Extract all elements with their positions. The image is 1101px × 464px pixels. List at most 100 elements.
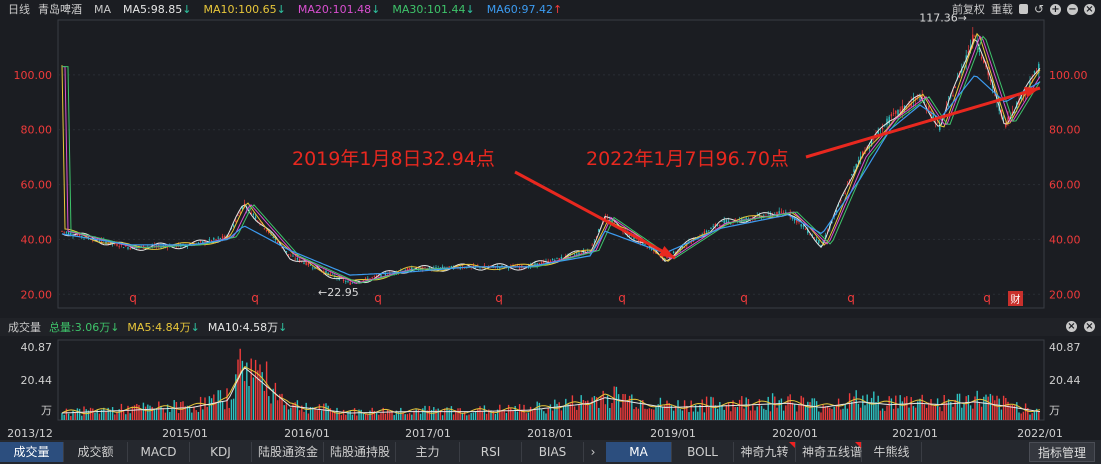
candle-body <box>844 193 846 194</box>
ma60-line <box>61 75 1041 276</box>
volume-bar <box>279 394 281 420</box>
volume-bar <box>224 409 226 420</box>
candle-body <box>153 244 156 247</box>
candle-body <box>604 215 607 220</box>
volume-bar <box>719 402 721 420</box>
volume-bar <box>798 404 800 420</box>
volume-bar <box>184 406 186 420</box>
candle-body <box>204 241 206 244</box>
volume-bar <box>283 405 285 420</box>
volume-bar <box>624 394 626 420</box>
price-tick-label-right: 80.00 <box>1049 124 1081 137</box>
volume-bar <box>653 409 655 420</box>
reload-button[interactable]: 重载 <box>990 3 1013 16</box>
arrow-down-icon: ↓ <box>278 321 288 334</box>
zoom-out-icon[interactable]: − <box>1067 3 1078 15</box>
tab-bull-bear-line[interactable]: 牛熊线 <box>862 442 922 462</box>
tab-bias[interactable]: BIAS <box>522 442 584 462</box>
candle-body <box>606 217 609 219</box>
volume-bar <box>941 411 943 420</box>
candle-body <box>507 267 510 269</box>
candle-body <box>591 244 593 246</box>
volume-bar <box>600 395 602 420</box>
volume-bar <box>1027 407 1029 420</box>
candle-body <box>859 156 862 160</box>
volume-bar <box>598 407 600 420</box>
volume-bar <box>952 406 954 420</box>
volume-bar <box>466 415 468 420</box>
tab-hk-connect-holdings[interactable]: 陆股通持股 <box>324 442 396 462</box>
candle-body <box>257 220 259 222</box>
candle-body <box>708 230 710 232</box>
candle-body <box>351 282 354 284</box>
volume-bar <box>853 396 855 420</box>
header-tools: 前复权 重载 ↺ + − × <box>952 0 1095 18</box>
lock-icon[interactable] <box>1018 4 1028 14</box>
annotation-arrow-current <box>805 86 1041 159</box>
tab-ma[interactable]: MA <box>606 442 672 462</box>
candle-body <box>820 244 822 246</box>
volume-bar <box>349 410 351 420</box>
volume-bar <box>741 396 743 420</box>
volume-bar <box>327 405 329 420</box>
volume-bar <box>736 406 739 420</box>
volume-settings-icon[interactable]: × <box>1084 321 1095 332</box>
zoom-in-icon[interactable]: + <box>1050 3 1061 15</box>
volume-bar <box>505 413 508 420</box>
volume-bar <box>292 404 294 420</box>
volume-bar <box>972 408 974 420</box>
volume-bar-group <box>61 348 1040 420</box>
candle-body <box>690 241 692 244</box>
candle-body <box>294 258 296 260</box>
candle-body <box>127 247 129 249</box>
tab-magic-five-lines[interactable]: 神奇五线谱 <box>796 442 862 462</box>
tab-volume[interactable]: 成交量 <box>0 442 64 462</box>
tab-kdj[interactable]: KDJ <box>190 442 252 462</box>
tab-turnover[interactable]: 成交额 <box>64 442 128 462</box>
volume-bar <box>65 408 68 420</box>
volume-bar <box>503 410 505 420</box>
volume-bar <box>609 408 611 420</box>
volume-bar <box>622 393 624 420</box>
volume-close-icon[interactable]: × <box>1066 321 1077 332</box>
volume-bar <box>61 412 63 420</box>
candle-body <box>232 225 235 227</box>
tab-main-force[interactable]: 主力 <box>396 442 460 462</box>
volume-bar <box>567 403 569 420</box>
candle-body <box>642 242 644 245</box>
candle-body <box>309 264 312 266</box>
q-marker: q <box>847 291 855 305</box>
volume-bar <box>809 402 811 420</box>
candle-body <box>815 239 818 241</box>
candle-body <box>888 116 890 124</box>
candle-body <box>323 271 325 273</box>
period-label[interactable]: 日线 <box>8 3 30 16</box>
volume-bar <box>672 410 675 420</box>
candle-body <box>683 247 686 248</box>
volume-bar <box>164 412 167 420</box>
volume-bar <box>499 404 501 420</box>
adjust-rights-button[interactable]: 前复权 <box>951 3 985 16</box>
close-icon[interactable]: × <box>1084 3 1095 15</box>
volume-bar <box>804 405 807 420</box>
chevron-right-icon[interactable]: › <box>590 445 596 459</box>
volume-bar <box>1009 405 1011 420</box>
volume-bar <box>215 401 217 420</box>
volume-bar <box>287 409 290 420</box>
volume-bar <box>501 410 503 420</box>
tab-macd[interactable]: MACD <box>128 442 190 462</box>
volume-bar <box>747 399 750 420</box>
tab-hk-connect-funds[interactable]: 陆股通资金 <box>252 442 324 462</box>
indicator-manage-button[interactable]: 指标管理 <box>1028 442 1095 462</box>
candle-body <box>972 34 974 44</box>
tab-magic-nine[interactable]: 神奇九转 <box>734 442 796 462</box>
undo-icon[interactable]: ↺ <box>1033 2 1044 16</box>
volume-bar <box>591 397 593 420</box>
volume-tick-label-left: 20.44 <box>21 374 53 387</box>
tab-rsi[interactable]: RSI <box>460 442 522 462</box>
volume-bar <box>710 396 712 420</box>
candle-body <box>349 282 351 285</box>
volume-bar <box>774 396 776 420</box>
candle-body <box>384 273 387 276</box>
tab-boll[interactable]: BOLL <box>672 442 734 462</box>
